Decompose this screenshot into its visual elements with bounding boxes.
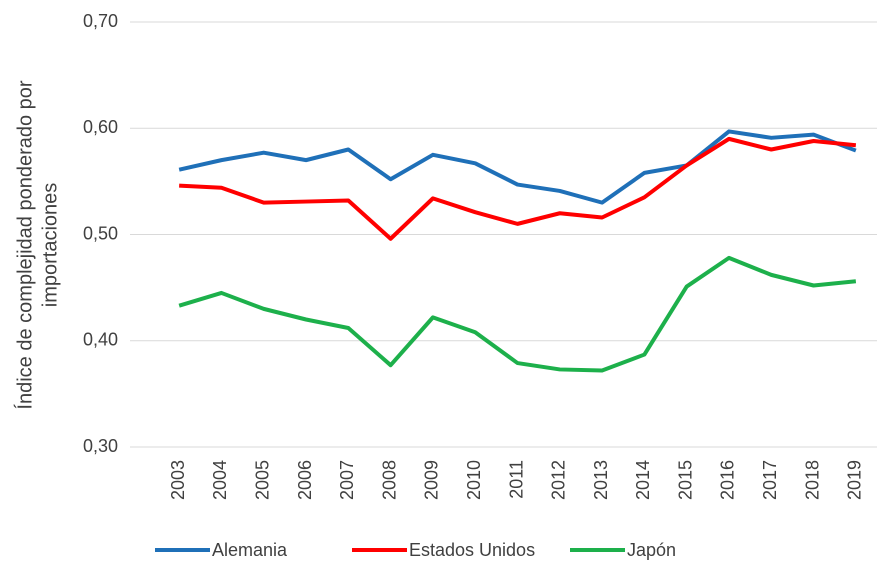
x-tick-label: 2015 [675,460,695,500]
series-line [178,129,857,205]
y-tick-label: 0,30 [83,436,118,456]
x-tick-label: 2013 [591,460,611,500]
y-tick-label: 0,60 [83,117,118,137]
y-axis-title: importaciones [39,183,61,308]
x-tick-label: 2017 [760,460,780,500]
x-tick-label: 2008 [379,460,399,500]
y-tick-label: 0,40 [83,330,118,350]
x-tick-label: 2003 [168,460,188,500]
legend-label: Alemania [212,540,288,560]
x-tick-label: 2018 [802,460,822,500]
x-tick-label: 2010 [464,460,484,500]
legend-label: Japón [627,540,676,560]
x-tick-label: 2005 [252,460,272,500]
x-tick-label: 2009 [422,460,442,500]
x-tick-label: 2004 [210,460,230,500]
x-tick-label: 2016 [718,460,738,500]
x-tick-label: 2019 [845,460,865,500]
x-tick-label: 2006 [295,460,315,500]
legend-label: Estados Unidos [409,540,535,560]
x-tick-label: 2007 [337,460,357,500]
y-tick-label: 0,50 [83,223,118,243]
y-tick-label: 0,70 [83,11,118,31]
x-tick-label: 2012 [549,460,569,500]
x-tick-label: 2014 [633,460,653,500]
series-line [179,136,857,241]
y-axis-title: Índice de complejidad ponderado por [13,80,36,409]
x-tick-label: 2011 [506,460,526,499]
series-line [178,255,857,373]
